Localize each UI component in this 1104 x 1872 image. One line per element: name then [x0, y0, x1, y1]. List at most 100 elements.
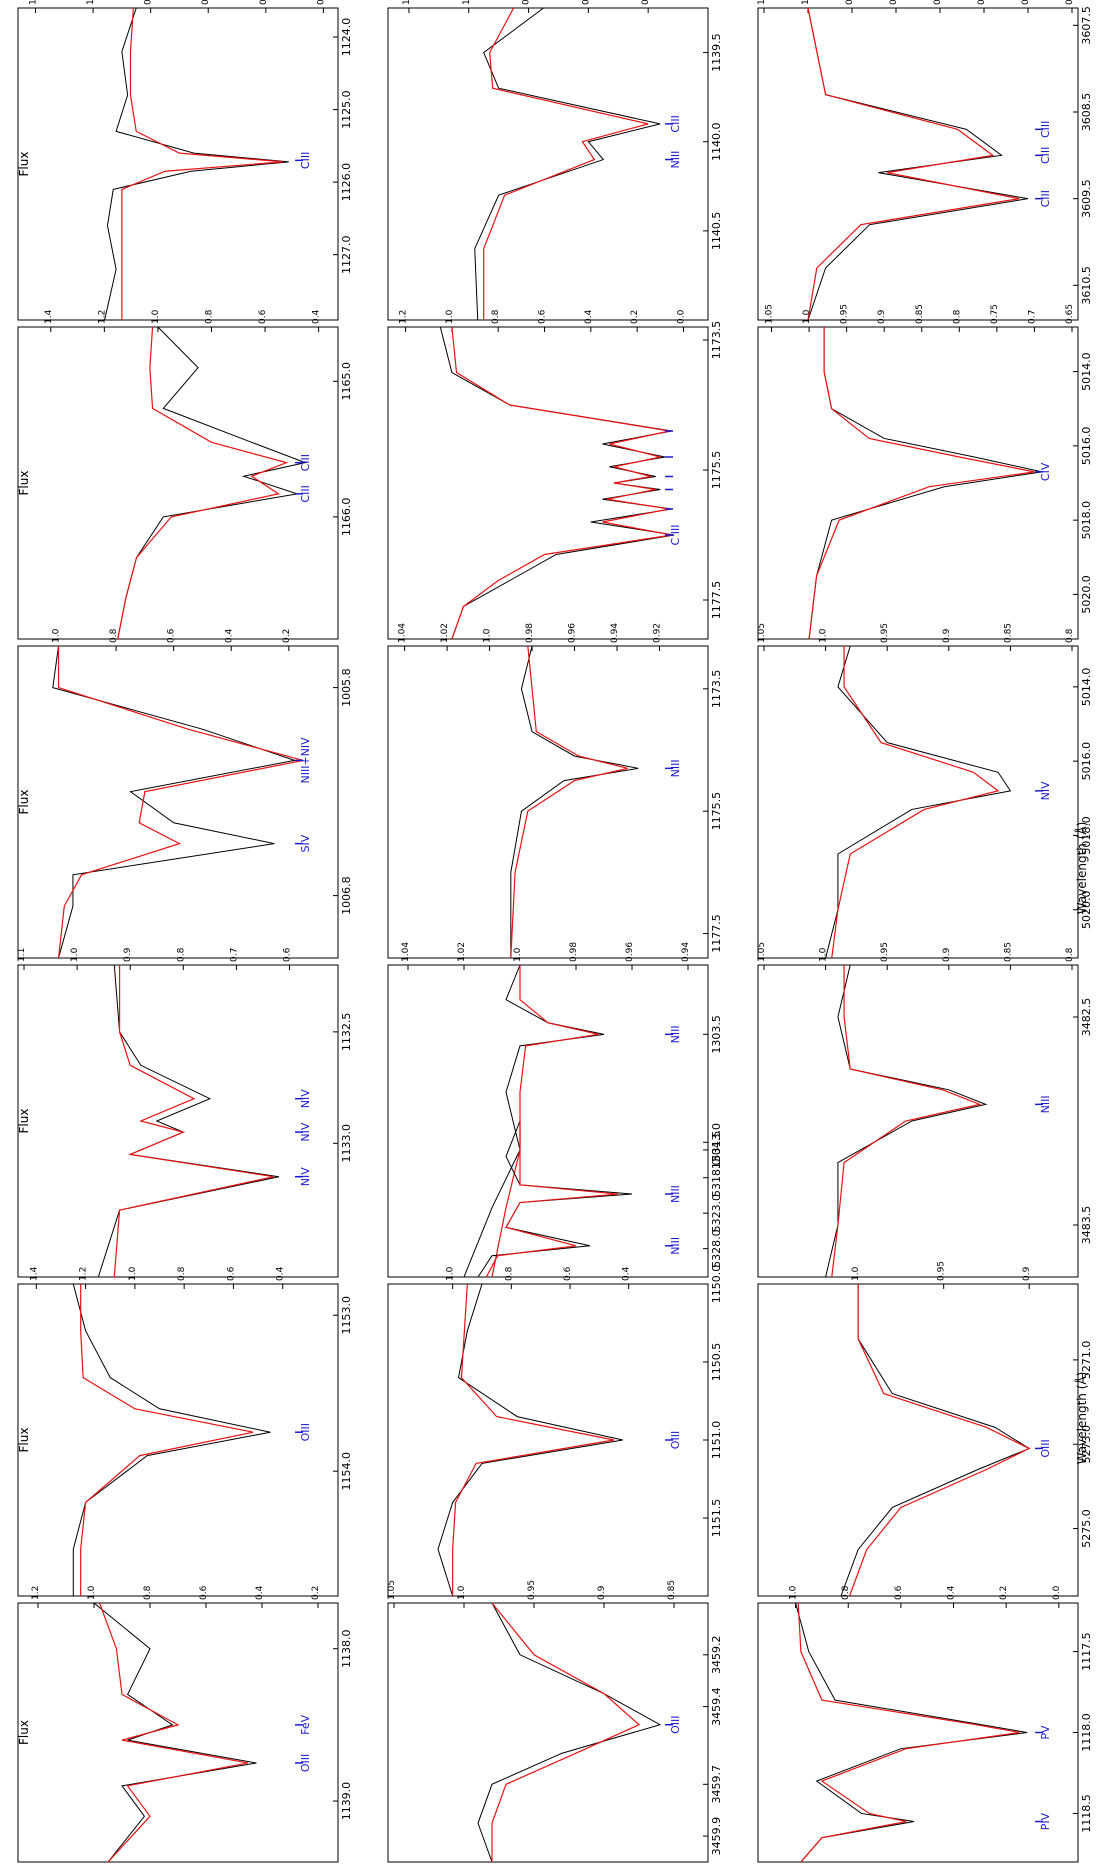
wavelength-tick-label: 1154.0 — [340, 1452, 353, 1491]
flux-tick-label: 1.0 — [457, 1585, 467, 1600]
model-spectrum — [808, 327, 1035, 640]
flux-tick-label: 0.9 — [889, 0, 899, 5]
flux-tick-label: 1.0 — [52, 628, 62, 643]
wavelength-tick-label: 1117.5 — [1080, 1632, 1093, 1671]
wavelength-tick-label: 1132.5 — [340, 1013, 353, 1052]
flux-tick-label: 0.9 — [597, 1585, 607, 1600]
spectrum-panel-3: 1005.8 1006.8 0.2 0.4 0.6 0.8 1.0 Flux NIII+NIV S… — [17, 628, 353, 959]
flux-axis-label: Flux — [17, 152, 31, 177]
flux-tick-label: 0.65 — [1065, 304, 1075, 324]
flux-tick-label: 0.95 — [880, 942, 890, 962]
flux-tick-label: 0.95 — [880, 623, 890, 643]
spectrum-panel-17: 3482.5 3483.5 0.8 0.85 0.9 0.95 1.0 1.05 NIII — [757, 942, 1093, 1278]
model-spectrum — [797, 1602, 1020, 1863]
spectrum-panel-14: 3607.5 3608.5 3609.5 3610.5 0.7 0.75 0.8 0.85 0.… — [757, 0, 1093, 321]
flux-tick-label: 0.9 — [942, 947, 952, 962]
flux-tick-label: 0.7 — [1065, 0, 1075, 5]
flux-tick-label: 1.1 — [17, 948, 27, 962]
flux-tick-label: 0.8 — [522, 0, 532, 5]
panel-frame — [757, 1283, 1079, 1597]
flux-tick-label: 0.4 — [312, 309, 322, 324]
line-label: OIII — [299, 1754, 312, 1772]
line-label: NIV — [299, 1122, 312, 1141]
wavelength-tick-label: 1150.5 — [710, 1343, 723, 1382]
flux-tick-label: 0.95 — [527, 1580, 537, 1600]
model-spectrum — [80, 1284, 254, 1596]
line-label: OIII — [1039, 1439, 1052, 1457]
flux-tick-label: 1.05 — [765, 304, 775, 324]
panel-frame — [387, 964, 709, 1278]
flux-tick-label: 0.9 — [1022, 1266, 1032, 1281]
wavelength-tick-label: 5273.0 — [1080, 1425, 1093, 1464]
spectrum-panel-15: 5014.0 5016.0 5018.0 5020.0 0.65 0.7 0.75 0.8 0.… — [757, 304, 1093, 640]
flux-tick-label: 0.2 — [311, 1586, 321, 1600]
panel-frame — [757, 645, 1079, 959]
model-spectrum — [491, 965, 599, 1278]
observed-spectrum — [437, 1283, 623, 1597]
wavelength-tick-label: 1118.5 — [1080, 1794, 1093, 1833]
flux-tick-label: 1.0 — [128, 1266, 138, 1281]
flux-tick-label: 1.0 — [70, 947, 80, 962]
flux-axis-label: Flux — [17, 1720, 31, 1745]
wavelength-tick-label: 1175.5 — [710, 792, 723, 831]
flux-tick-label: 1.4 — [29, 1266, 39, 1281]
wavelength-tick-label: 1166.0 — [340, 498, 353, 537]
line-label: CIII — [1039, 121, 1052, 138]
flux-tick-label: 0.4 — [584, 309, 594, 324]
model-spectrum — [452, 1283, 615, 1596]
spectrum-panel-8: 1173.5 1175.5 1177.5 0.0 0.2 0.4 0.6 0.8 1.0 1.2 C… — [387, 309, 723, 640]
wavelength-tick-label: 5328.0 — [710, 1229, 723, 1268]
flux-tick-label: 1.05 — [757, 942, 767, 962]
spectrum-panel-5: 1153.0 1154.0 0.4 0.6 0.8 1.0 1.2 1.4 Flux OIII — [17, 1266, 353, 1597]
flux-axis-label: Flux — [17, 471, 31, 496]
flux-tick-label: 0.6 — [538, 309, 548, 324]
flux-tick-label: 1.2 — [402, 0, 412, 5]
flux-tick-label: 1.0 — [151, 309, 161, 324]
flux-tick-label: 0.6 — [199, 1585, 209, 1600]
wavelength-tick-label: 1175.5 — [710, 451, 723, 490]
model-spectrum — [510, 645, 628, 959]
observed-spectrum — [840, 1284, 1031, 1597]
spectrum-panel-6: 1138.0 1139.0 0.2 0.4 0.6 0.8 1.0 1.2 Flux FeV OII… — [17, 1585, 353, 1863]
observed-spectrum — [104, 7, 289, 321]
wavelength-tick-label: 1173.5 — [710, 321, 723, 360]
wavelength-tick-label: 5016.0 — [1080, 427, 1093, 466]
line-label: OIII — [669, 1431, 682, 1449]
line-label: OIII — [669, 1716, 682, 1734]
wavelength-tick-label: 3482.5 — [1080, 998, 1093, 1037]
model-spectrum — [99, 1602, 249, 1863]
wavelength-tick-label: 1125.0 — [340, 90, 353, 128]
flux-tick-label: 1.4 — [44, 309, 54, 324]
model-spectrum — [807, 7, 1020, 321]
flux-tick-label: 0.94 — [610, 623, 620, 643]
observed-spectrum — [825, 645, 1012, 959]
line-label: NIV — [299, 1167, 312, 1186]
wavelength-tick-label: 1177.5 — [710, 914, 723, 953]
spectrum-panel-7: 1139.5 1140.0 1140.5 0.4 0.6 0.8 1.0 1.2 CIII NII… — [387, 0, 723, 321]
model-spectrum — [848, 1284, 1031, 1597]
flux-tick-label: 0.9 — [942, 628, 952, 643]
flux-axis-label: Flux — [17, 790, 31, 815]
wavelength-tick-label: 1177.5 — [710, 581, 723, 620]
observed-spectrum — [117, 326, 307, 640]
flux-tick-label: 0.2 — [630, 310, 640, 324]
wavelength-tick-label: 1006.8 — [340, 876, 353, 915]
flux-tick-label: 1.02 — [457, 942, 467, 962]
flux-tick-label: 0.8 — [977, 0, 987, 5]
flux-tick-label: 0.98 — [569, 942, 579, 962]
observed-spectrum — [510, 645, 639, 958]
observed-spectrum — [795, 1602, 1028, 1863]
line-label: FeV — [299, 1714, 312, 1734]
flux-tick-label: 0.4 — [259, 0, 269, 5]
flux-tick-label: 0.6 — [167, 628, 177, 643]
line-label: NIII — [669, 1185, 682, 1203]
flux-tick-label: 0.75 — [990, 304, 1000, 324]
panel-frame — [387, 7, 709, 321]
flux-tick-label: 0.85 — [915, 304, 925, 324]
flux-tick-label: 1.0 — [789, 1585, 799, 1600]
wavelength-tick-label: 1151.5 — [710, 1499, 723, 1538]
wavelength-tick-label: 1165.0 — [340, 362, 353, 401]
line-label: CIII — [669, 115, 682, 132]
